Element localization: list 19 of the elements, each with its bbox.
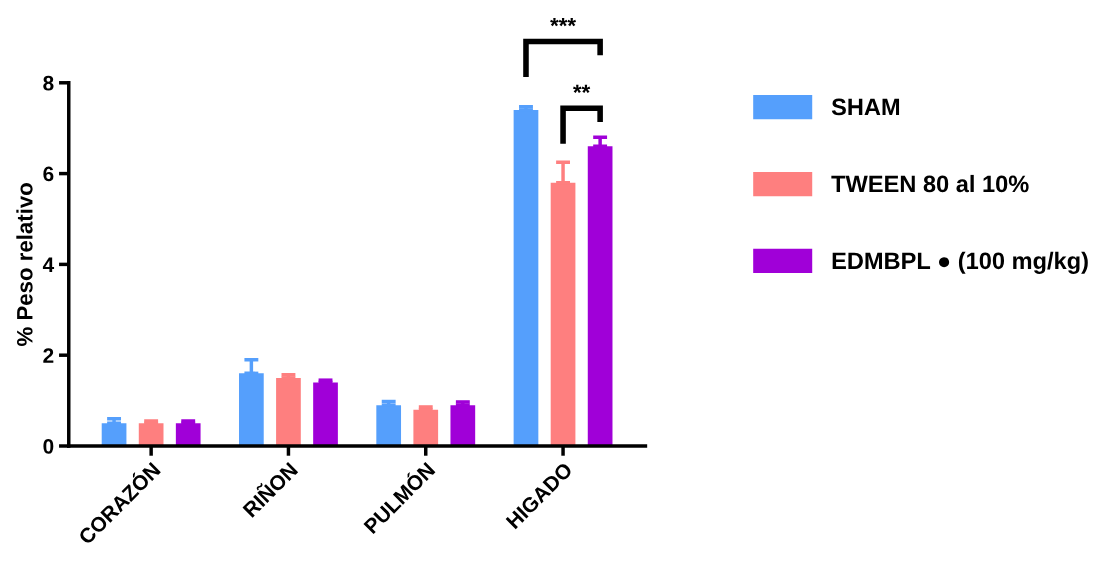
y-tick-label: 4 [42,257,55,272]
bar [413,409,439,446]
legend-label: EDMBPL ● (100 mg/kg) [832,251,1088,274]
bar [450,405,476,446]
annotation: ** [573,84,591,93]
bar [513,110,539,446]
bar [313,382,338,446]
y-tick-label: 2 [43,348,54,363]
text: *** [550,17,576,27]
y-tick-label: 8 [43,75,54,91]
y-tick-label: 6 [43,166,54,182]
y-axis-title: % Peso relativo [16,183,33,346]
bar [376,405,402,446]
y-tick-label: 0 [43,439,54,454]
legend-label: SHAM [831,98,900,116]
bar [239,373,264,446]
legend-label: TWEEN 80 al 10% [831,174,1029,193]
bar [276,377,301,446]
bar [550,182,576,446]
